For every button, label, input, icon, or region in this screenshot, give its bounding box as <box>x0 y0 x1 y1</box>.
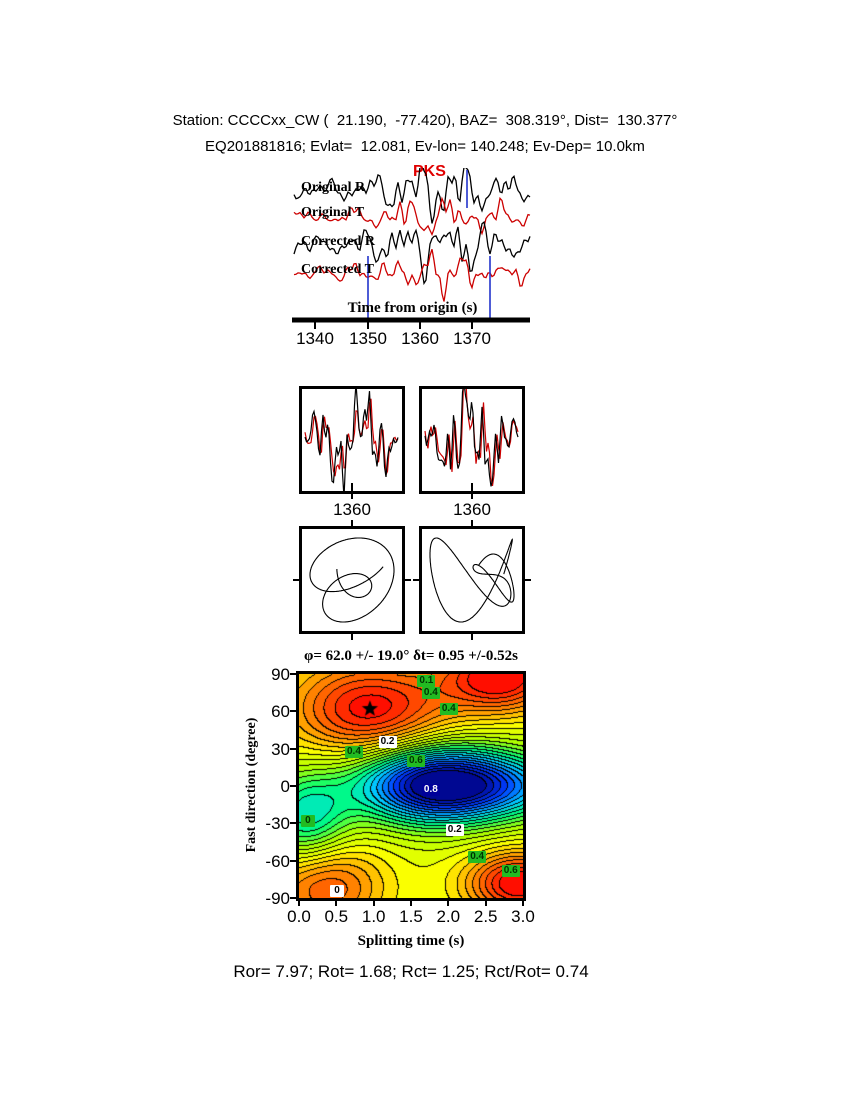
pm-edge-tick <box>351 520 353 526</box>
pm-edge-tick <box>471 634 473 640</box>
axis-tick <box>290 897 296 899</box>
pm-edge-tick <box>405 579 411 581</box>
contour-value-label: 0.2 <box>378 736 397 749</box>
particle-motion-right-curve <box>429 537 515 623</box>
particle-motion-left-curve <box>309 537 395 623</box>
time-tick-label: 1360 <box>401 329 439 348</box>
axis-tick <box>290 859 296 862</box>
zoom-bottom-tick <box>351 489 353 499</box>
splitting-x-tick-label: 0.5 <box>324 907 349 926</box>
fast-slow-overlay-right <box>424 389 519 491</box>
waveform-window-left <box>299 386 405 494</box>
trace-label-0: Original R <box>301 180 366 195</box>
splitting-x-tick-label: 1.0 <box>361 907 386 926</box>
fast-slow-overlay-left <box>304 389 399 491</box>
seismogram-traces-panel <box>292 168 531 329</box>
pm-edge-tick <box>413 579 419 581</box>
axis-tick <box>522 901 524 906</box>
phase-label: PKS <box>413 163 446 180</box>
axis-tick <box>335 901 338 906</box>
contour-value-label: 0.1 <box>417 675 436 688</box>
fast-direction-tick-label: 90 <box>271 665 290 684</box>
contour-value-label: 0.4 <box>439 702 458 715</box>
splitting-x-tick-label: 2.0 <box>436 907 461 926</box>
axis-tick <box>484 901 487 906</box>
contour-value-label: 0.2 <box>445 823 464 836</box>
trace-label-3: Corrected T <box>301 262 374 277</box>
contour-value-label: 0.6 <box>406 755 425 768</box>
fast-direction-tick-label: 0 <box>280 777 290 796</box>
particle-motion-right <box>419 526 525 634</box>
time-tick-label: 1350 <box>349 329 387 348</box>
pm-edge-tick <box>293 579 299 581</box>
event-header: EQ201881816; Evlat= 12.081, Ev-lon= 140.… <box>205 138 645 155</box>
contour-value-label: 0 <box>330 884 345 897</box>
time-axis-title: Time from origin (s) <box>347 300 478 316</box>
splitting-x-tick-label: 3.0 <box>511 907 535 926</box>
contour-value-label: 0.6 <box>501 864 520 877</box>
fast-direction-tick-label: -90 <box>265 889 290 908</box>
fast-direction-tick-label: 30 <box>271 739 290 759</box>
pm-edge-tick <box>351 634 353 640</box>
contour-value-label: 0.4 <box>345 746 363 759</box>
trace-label-1: Original T <box>301 205 365 220</box>
axis-tick <box>447 901 450 906</box>
waveform-window-right <box>419 386 525 494</box>
axis-tick <box>290 747 296 750</box>
particle-motion-left <box>299 526 405 634</box>
pm-edge-tick <box>471 520 473 526</box>
time-tick-label: 1370 <box>453 329 491 348</box>
contour-value-label: 0.4 <box>421 686 440 699</box>
axis-tick <box>290 673 296 675</box>
splitting-x-tick-label: 0.0 <box>287 907 311 926</box>
axis-tick <box>298 901 300 906</box>
contour-value-label: 0.4 <box>468 850 487 863</box>
axis-tick <box>290 710 296 713</box>
time-tick-label: 1340 <box>296 329 334 348</box>
pm-edge-tick <box>525 579 531 581</box>
x-axis-title: Splitting time (s) <box>357 933 465 949</box>
fast-direction-tick-label: 60 <box>271 702 290 722</box>
axis-tick <box>290 785 296 787</box>
zoom-right-tick-label: 1360 <box>453 500 491 519</box>
zoom-left-tick-label: 1360 <box>333 500 371 519</box>
splitting-energy-map <box>299 674 523 898</box>
axis-tick <box>372 901 375 906</box>
misfit-contour-frame <box>296 671 526 901</box>
splitting-x-tick-label: 2.5 <box>473 907 498 926</box>
splitting-x-tick-label: 1.5 <box>399 907 423 926</box>
axis-tick <box>410 901 412 906</box>
fast-direction-tick-label: -30 <box>265 814 290 834</box>
quality-result-line: Ror= 7.97; Rot= 1.68; Rct= 1.25; Rct/Rot… <box>233 962 589 981</box>
axis-tick <box>290 822 296 825</box>
contour-value-label: 0 <box>300 814 315 827</box>
contour-value-label: 0.8 <box>421 783 440 796</box>
zoom-bottom-tick <box>471 489 473 499</box>
fast-direction-tick-label: -60 <box>265 851 290 871</box>
trace-label-2: Corrected R <box>301 234 375 249</box>
station-header: Station: CCCCxx_CW ( 21.190, -77.420), B… <box>172 112 678 129</box>
splitting-result-title: φ= 62.0 +/- 19.0° δt= 0.95 +/-0.52s <box>304 648 518 664</box>
